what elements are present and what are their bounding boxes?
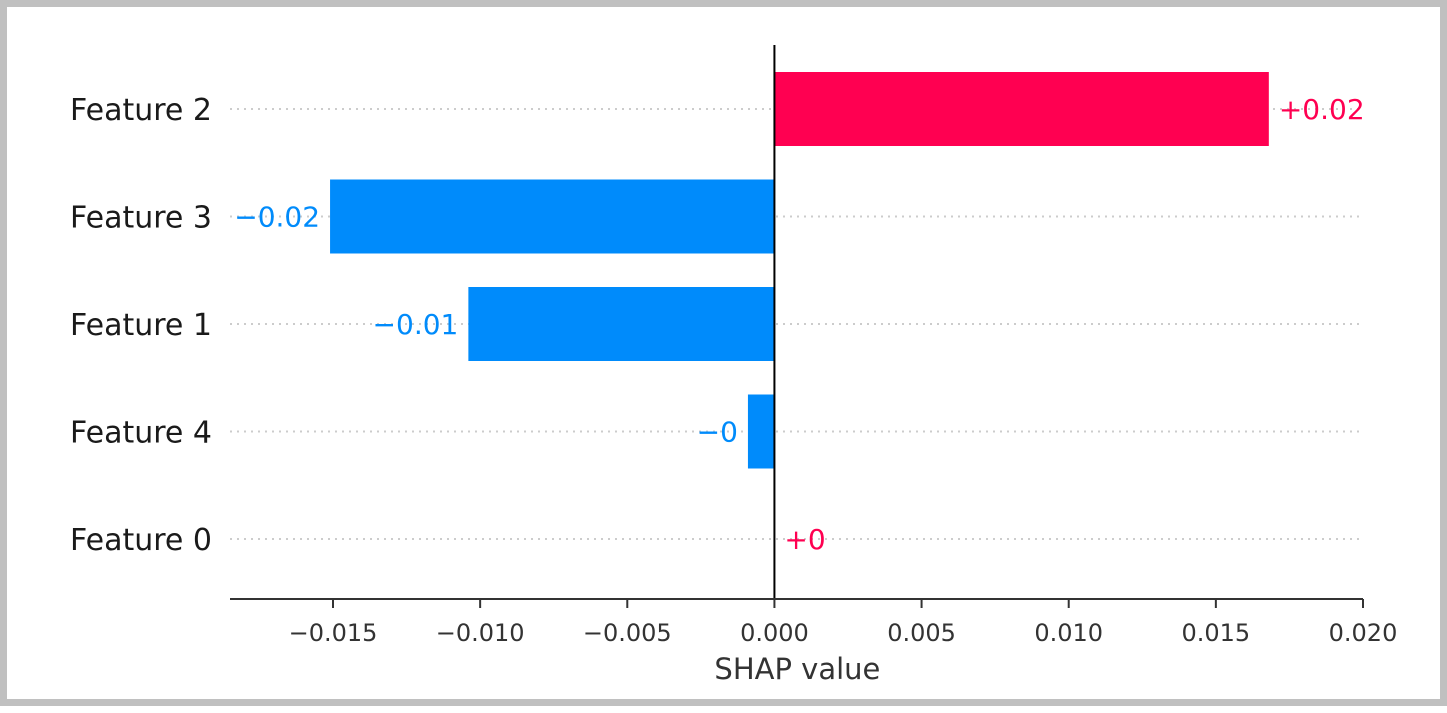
- x-tick-label: 0.015: [1181, 619, 1250, 647]
- feature-label: Feature 0: [70, 523, 212, 558]
- bar: [468, 287, 775, 361]
- bars: [330, 72, 1269, 469]
- feature-label: Feature 2: [70, 93, 212, 128]
- value-label: +0.02: [1279, 93, 1365, 126]
- value-label: +0: [784, 523, 825, 556]
- x-tick-label: 0.010: [1034, 619, 1103, 647]
- x-axis-title: SHAP value: [714, 652, 880, 686]
- value-label: −0: [697, 416, 738, 449]
- x-tick-label: −0.010: [436, 619, 525, 647]
- x-tick-label: −0.015: [289, 619, 378, 647]
- bar: [747, 394, 775, 469]
- x-tick-label: 0.000: [740, 619, 809, 647]
- x-tick-label: 0.005: [887, 619, 956, 647]
- feature-label: Feature 3: [70, 201, 212, 236]
- x-tick-label: −0.005: [583, 619, 672, 647]
- feature-label: Feature 1: [70, 308, 212, 343]
- value-label: −0.01: [373, 308, 459, 341]
- feature-label: Feature 4: [70, 416, 212, 451]
- value-labels: +0.02 −0.02 −0.01 −0 +0: [234, 93, 1364, 556]
- bar: [774, 72, 1269, 146]
- feature-labels: Feature 2 Feature 3 Feature 1 Feature 4 Feat…: [70, 93, 212, 558]
- x-tick-label: 0.020: [1329, 619, 1398, 647]
- bar: [330, 179, 775, 254]
- value-label: −0.02: [234, 201, 320, 234]
- x-axis: −0.015 −0.010 −0.005 0.000 0.005 0.010 0.015 0.…: [230, 598, 1398, 647]
- shap-bar-chart: −0.015 −0.010 −0.005 0.000 0.005 0.010 0.015 0.…: [70, 45, 1398, 686]
